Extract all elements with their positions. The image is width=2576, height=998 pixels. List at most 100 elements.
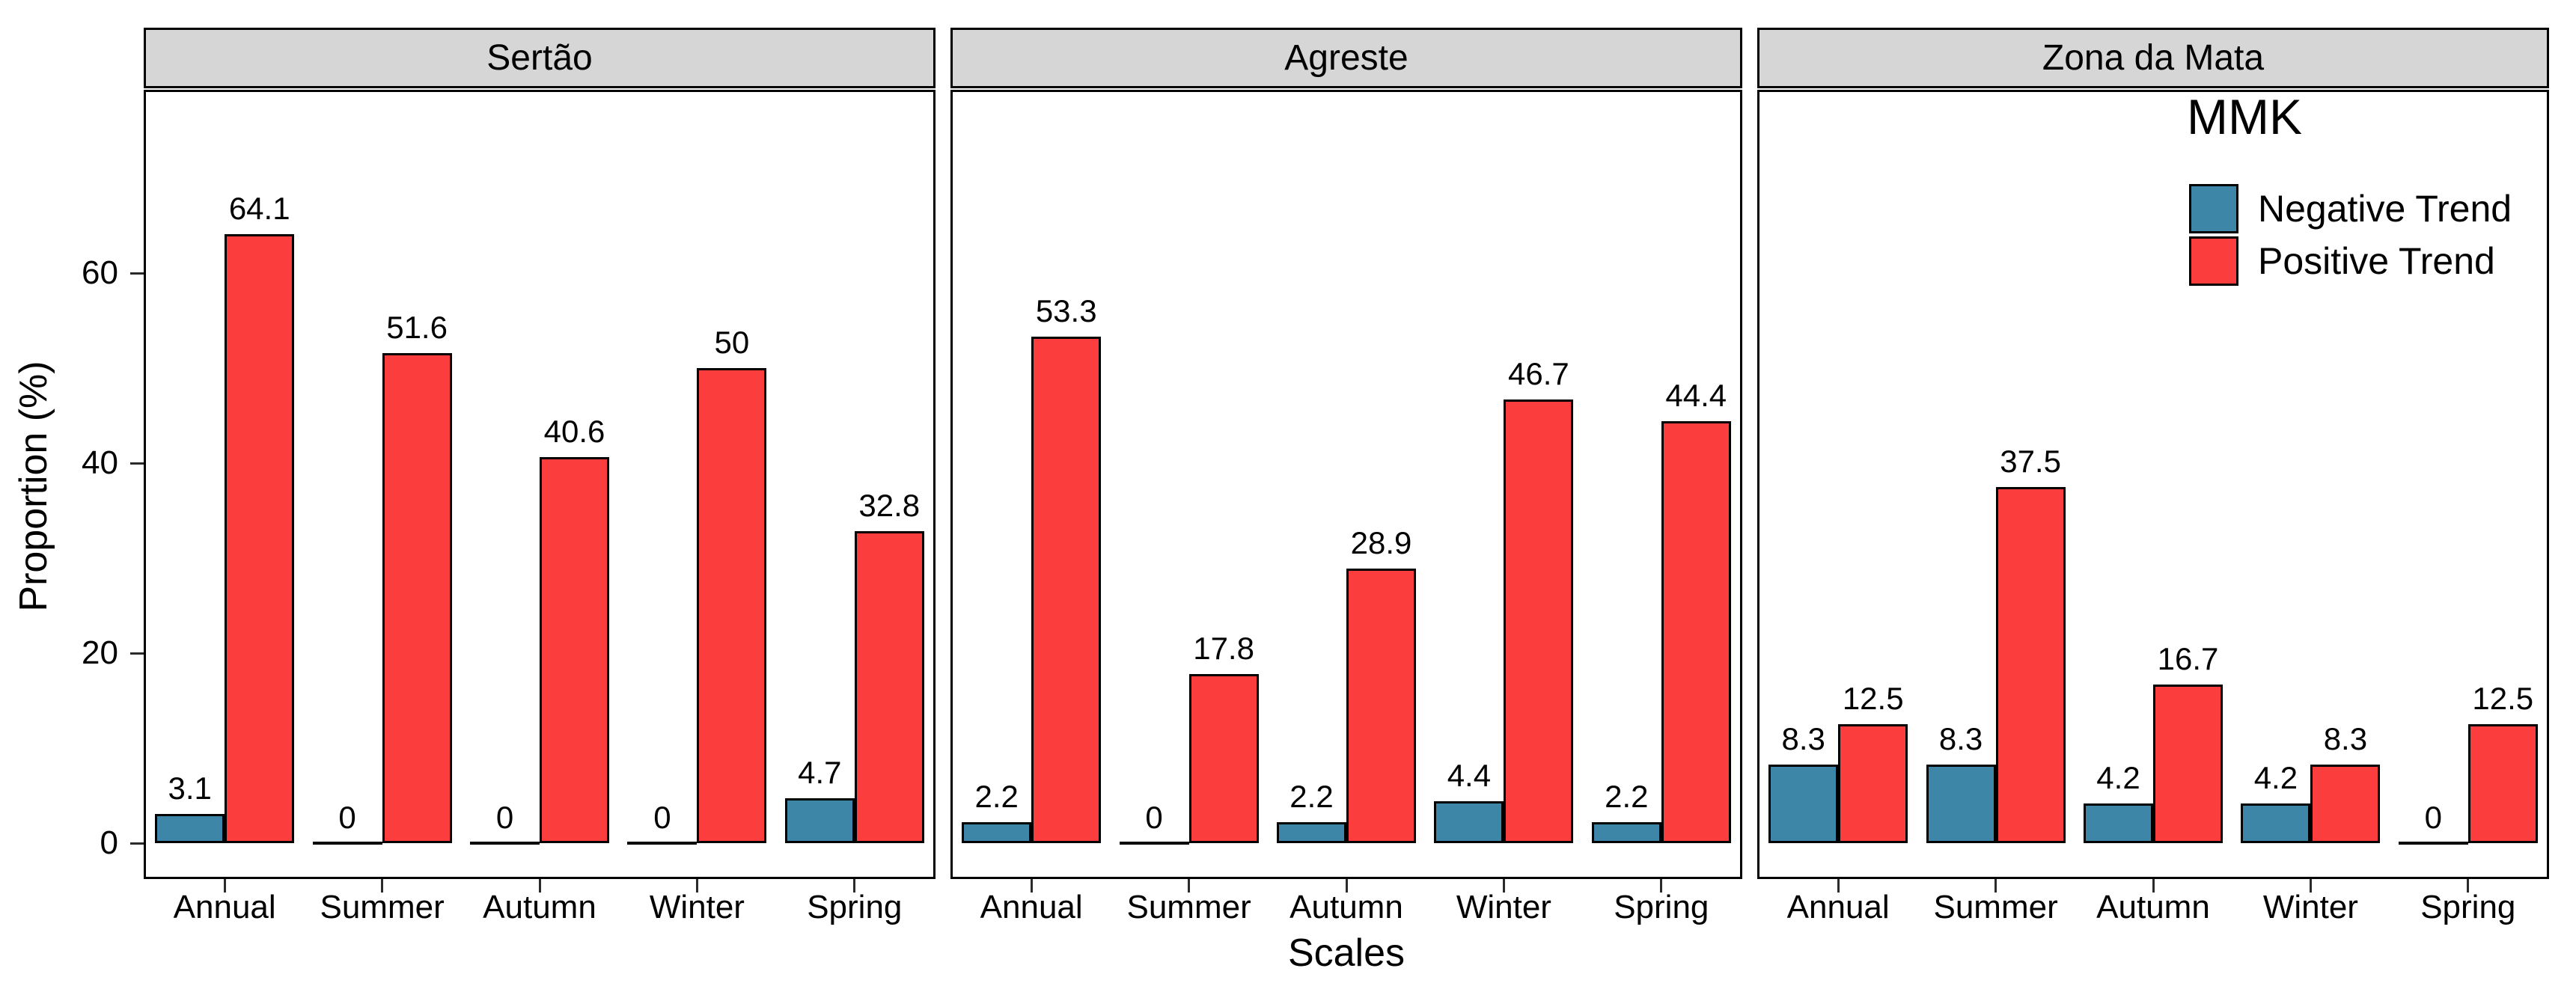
bar-value-label: 2.2 — [974, 779, 1019, 814]
positive-trend-bar — [540, 457, 609, 843]
positive-trend-bar — [854, 531, 924, 843]
negative-trend-bar — [155, 814, 225, 843]
negative-trend-bar — [312, 842, 382, 845]
x-axis-tick-label: Annual — [1786, 889, 1890, 925]
x-axis-tick — [1660, 879, 1663, 893]
x-axis-tick-label: Summer — [1933, 889, 2058, 925]
y-axis-tick — [130, 842, 144, 845]
bar-value-label: 17.8 — [1193, 631, 1254, 666]
y-axis-tick-label: 60 — [82, 254, 118, 291]
bar-value-label: 0 — [1145, 800, 1163, 835]
bar-value-label: 53.3 — [1035, 293, 1097, 328]
x-axis-tick-label: Autumn — [483, 889, 596, 925]
legend-label: Positive Trend — [2258, 240, 2495, 282]
x-axis-tick — [538, 879, 541, 893]
facet-plot-area: 8.3 12.5 8.3 37.5 4.2 16.7 4.2 8.3 0 12.5 — [1757, 90, 2549, 879]
negative-trend-bar — [627, 842, 698, 845]
x-axis-tick — [381, 879, 384, 893]
bar-value-label: 0 — [653, 800, 671, 835]
legend-label: Negative Trend — [2258, 188, 2512, 230]
bar-value-label: 0 — [495, 800, 514, 835]
bar-value-label: 51.6 — [386, 310, 448, 345]
bar-value-label: 32.8 — [858, 488, 921, 523]
facet-title: Sertão — [486, 38, 593, 78]
bar-value-label: 4.2 — [2253, 760, 2298, 795]
facet-title: Agreste — [1284, 38, 1408, 78]
y-axis-tick-label: 0 — [100, 824, 118, 861]
bar-value-label: 12.5 — [1842, 681, 1904, 716]
facet-plot-area: 2.2 53.3 0 17.8 2.2 28.9 4.4 46.7 2.2 44.4 — [950, 90, 1742, 879]
bar-value-label: 0 — [2424, 800, 2442, 835]
facet-plot-area: 3.1 64.1 0 51.6 0 40.6 0 50 4.7 32.8 — [144, 90, 936, 879]
bar-value-label: 28.9 — [1350, 525, 1412, 560]
x-axis-tick-label: Spring — [2420, 889, 2516, 925]
bar-value-label: 44.4 — [1665, 378, 1727, 413]
bar-value-label: 4.2 — [2096, 760, 2140, 795]
positive-trend-bar — [697, 368, 767, 843]
legend-item-positive-trend: Positive Trend — [2189, 236, 2495, 286]
negative-trend-bar — [962, 822, 1032, 843]
positive-trend-bar — [1188, 674, 1259, 843]
negative-trend-bar — [470, 842, 540, 845]
x-axis-tick — [2467, 879, 2470, 893]
x-axis-tick — [853, 879, 856, 893]
x-axis-tick-label: Summer — [1126, 889, 1251, 925]
bar-value-label: 40.6 — [543, 414, 605, 449]
negative-trend-bar — [2398, 842, 2468, 845]
facet-strip: Agreste — [950, 28, 1742, 88]
x-axis-tick — [1994, 879, 1997, 893]
x-axis-tick-label: Annual — [980, 889, 1083, 925]
x-axis-tick — [1030, 879, 1033, 893]
bar-value-label: 2.2 — [1605, 779, 1649, 814]
x-axis-tick-label: Spring — [807, 889, 903, 925]
positive-trend-bar — [1661, 421, 1731, 843]
facet-strip: Zona da Mata — [1757, 28, 2549, 88]
x-axis-title: Scales — [1287, 931, 1405, 975]
negative-trend-bar — [1926, 765, 1996, 843]
bar-value-label: 0 — [338, 800, 356, 835]
bar-value-label: 46.7 — [1508, 356, 1569, 391]
positive-trend-bar — [1031, 337, 1102, 843]
legend-title: MMK — [2187, 89, 2302, 144]
x-axis-tick — [695, 879, 698, 893]
positive-trend-bar — [1504, 399, 1574, 843]
positive-trend-bar — [1346, 569, 1416, 843]
y-axis-tick-label: 40 — [82, 444, 118, 481]
negative-trend-swatch — [2189, 184, 2238, 233]
y-axis-tick-label: 20 — [82, 634, 118, 671]
legend-item-negative-trend: Negative Trend — [2189, 184, 2512, 233]
bar-value-label: 64.1 — [228, 191, 290, 226]
x-axis-tick — [1188, 879, 1191, 893]
x-axis-tick-label: Winter — [2262, 889, 2358, 925]
x-axis-tick — [223, 879, 226, 893]
x-axis-tick-label: Spring — [1614, 889, 1709, 925]
positive-trend-bar — [2467, 724, 2538, 843]
x-axis-tick-label: Autumn — [2096, 889, 2210, 925]
bar-value-label: 8.3 — [2323, 721, 2368, 756]
x-axis-tick-label: Summer — [320, 889, 445, 925]
positive-trend-bar — [2310, 765, 2381, 843]
bar-value-label: 8.3 — [1938, 721, 1983, 756]
negative-trend-bar — [2084, 803, 2153, 843]
bar-value-label: 50 — [714, 325, 750, 360]
x-axis-tick-label: Annual — [173, 889, 276, 925]
bar-value-label: 3.1 — [168, 771, 212, 806]
bar-value-label: 12.5 — [2472, 681, 2534, 716]
bar-value-label: 8.3 — [1781, 721, 1825, 756]
positive-trend-bar — [382, 353, 452, 843]
x-axis-tick — [1837, 879, 1840, 893]
facet-title: Zona da Mata — [2042, 38, 2265, 78]
facet-strip: Sertão — [144, 28, 936, 88]
bar-value-label: 37.5 — [2000, 444, 2061, 479]
negative-trend-bar — [1119, 842, 1189, 845]
y-axis-tick — [130, 652, 144, 655]
negative-trend-bar — [1591, 822, 1661, 843]
y-axis-tick — [130, 462, 144, 465]
x-axis-tick — [1345, 879, 1348, 893]
negative-trend-bar — [2241, 803, 2311, 843]
x-axis-tick — [1502, 879, 1505, 893]
x-axis-tick-label: Autumn — [1289, 889, 1403, 925]
positive-trend-swatch — [2189, 236, 2238, 286]
positive-trend-bar — [1995, 487, 2066, 843]
